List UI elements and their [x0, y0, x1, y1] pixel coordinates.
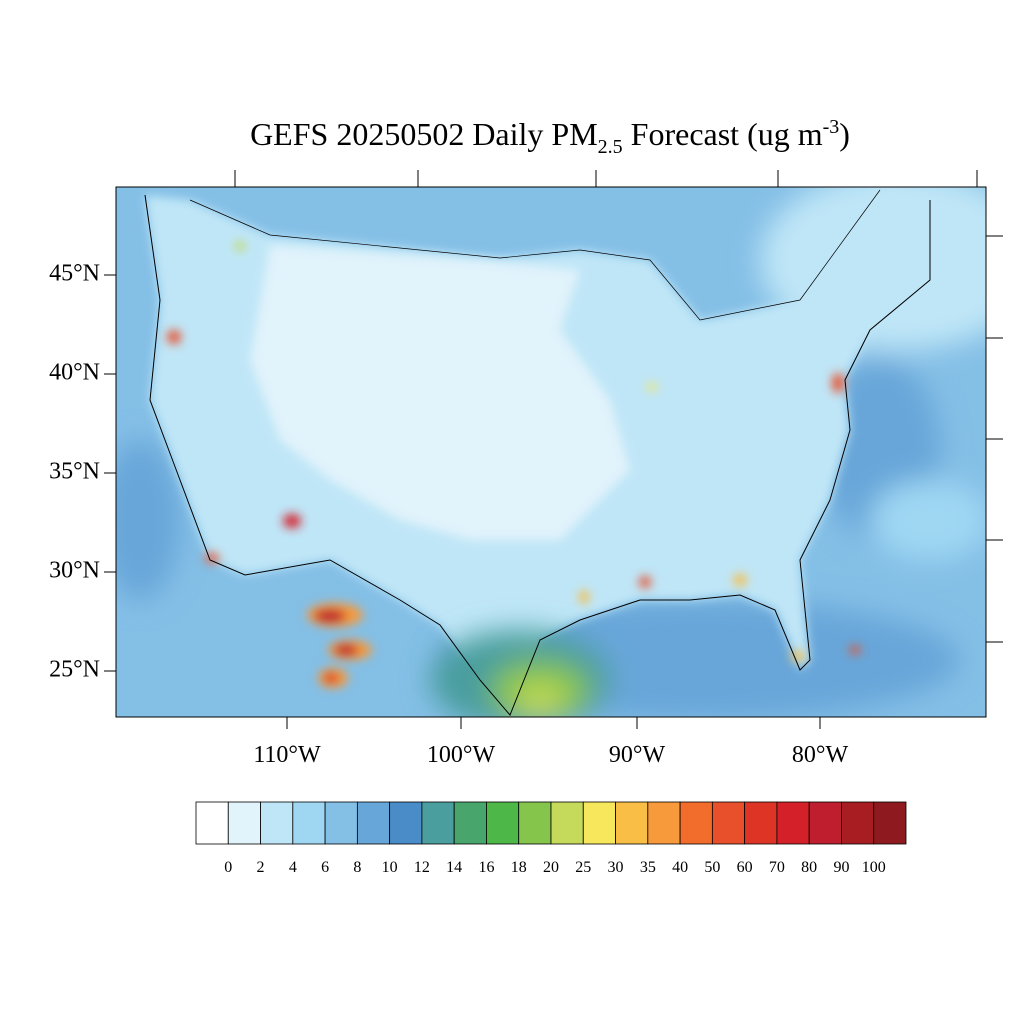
lat-label: 35°N [49, 459, 100, 485]
colorbar-label: 14 [446, 859, 462, 876]
title-text: Forecast (ug m [623, 116, 823, 152]
colorbar-label: 0 [224, 859, 232, 876]
colorbar-label: 80 [801, 859, 817, 876]
lon-label: 110°W [253, 742, 321, 768]
colorbar-box [776, 801, 810, 845]
colorbar-box [711, 801, 746, 845]
colorbar-box [679, 801, 713, 845]
colorbar-box [421, 801, 455, 845]
axes: 45°N 40°N 35°N 30°N 25°N 110°W 100°W 90°W 80°W [49, 170, 1003, 768]
lat-label: 45°N [49, 261, 100, 287]
colorbar-label: 8 [353, 859, 361, 876]
lon-label: 80°W [792, 742, 849, 768]
map-frame [115, 186, 987, 718]
title-superscript: -3 [823, 116, 840, 138]
colorbar-label: 40 [672, 859, 688, 876]
colorbar-box [615, 801, 649, 845]
colorbar-box [356, 801, 391, 845]
colorbar-box [389, 801, 423, 845]
colorbar-box [550, 801, 584, 845]
title-text: ) [839, 116, 850, 152]
colorbar-box [582, 801, 616, 845]
lon-label: 90°W [609, 742, 666, 768]
colorbar-box [518, 801, 552, 845]
colorbar-label: 90 [833, 859, 849, 876]
colorbar-box [227, 801, 261, 845]
colorbar-box [324, 801, 358, 845]
colorbar-label: 10 [382, 859, 398, 876]
lat-label: 25°N [49, 657, 100, 683]
colorbar-label: 16 [478, 859, 494, 876]
colorbar-box [195, 801, 229, 845]
lon-label: 100°W [427, 742, 496, 768]
colorbar-box [453, 801, 487, 845]
colorbar-label: 4 [289, 859, 297, 876]
colorbar-label: 70 [769, 859, 785, 876]
colorbar-label: 30 [608, 859, 624, 876]
map-field [116, 187, 986, 717]
title: GEFS 20250502 Daily PM2.5 Forecast (ug m… [250, 116, 850, 158]
colorbar-label: 60 [737, 859, 753, 876]
colorbar-label: 20 [543, 859, 559, 876]
colorbar-label: 6 [321, 859, 329, 876]
colorbar-box [744, 801, 778, 845]
colorbar-label: 2 [257, 859, 265, 876]
colorbar-box [841, 801, 875, 845]
colorbar-box [260, 801, 294, 845]
colorbar-box [873, 801, 907, 845]
colorbar-box [486, 801, 520, 845]
colorbar-label: 100 [862, 859, 886, 876]
title-subscript: 2.5 [598, 136, 623, 158]
colorbar-label: 25 [575, 859, 591, 876]
colorbar-label: 35 [640, 859, 656, 876]
colorbar-label: 50 [704, 859, 720, 876]
colorbar-label: 12 [414, 859, 430, 876]
colorbar-box [808, 801, 842, 845]
colorbar-label: 18 [511, 859, 527, 876]
lat-label: 30°N [49, 558, 100, 584]
colorbar-box [292, 801, 326, 845]
colorbar: 0 2 4 6 8 10 12 14 16 18 20 25 30 35 40 50 60 70 80 90 100 [195, 801, 907, 876]
title-text: GEFS 20250502 Daily PM [250, 116, 598, 152]
lat-label: 40°N [49, 360, 100, 386]
colorbar-box [647, 801, 681, 845]
